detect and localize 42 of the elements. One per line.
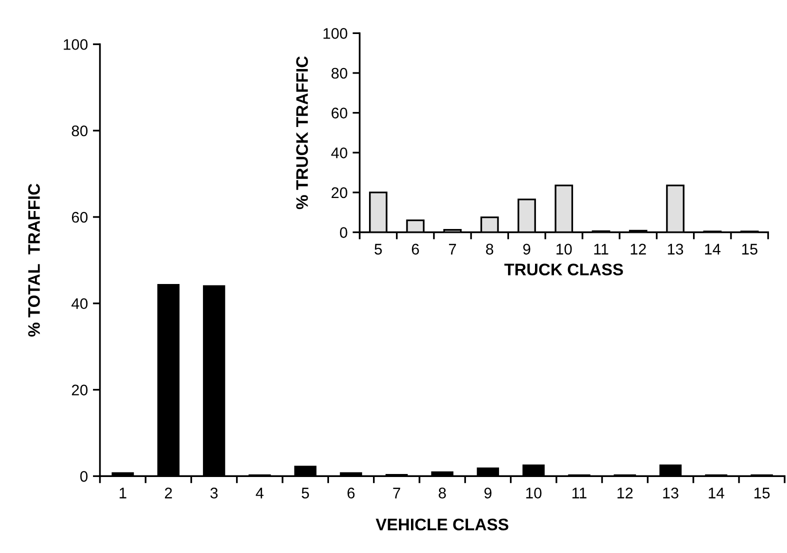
- y-tick-label: 20: [332, 187, 348, 198]
- x-axis-title: TRUCK CLASS: [504, 264, 623, 276]
- x-tick-label: 8: [486, 244, 494, 255]
- x-tick-label: 8: [438, 488, 446, 498]
- y-axis-title: % TOTAL TRAFFIC: [28, 184, 40, 337]
- x-tick-label: 7: [393, 488, 400, 498]
- x-tick-label: 2: [164, 488, 172, 498]
- x-tick-label: 9: [523, 244, 530, 255]
- x-tick-label: 10: [556, 244, 572, 255]
- x-tick-label: 14: [705, 244, 720, 254]
- x-tick-label: 11: [594, 244, 608, 254]
- x-tick-label: 9: [484, 488, 492, 498]
- x-tick-label: 13: [663, 488, 678, 498]
- y-tick-label: 0: [80, 471, 88, 482]
- y-tick-label: 20: [72, 384, 88, 396]
- x-tick-label: 12: [630, 244, 646, 254]
- x-axis-title: VEHICLE CLASS: [376, 518, 508, 530]
- y-tick-label: 100: [324, 28, 348, 39]
- x-tick-label: 10: [526, 488, 542, 498]
- x-tick-label: 12: [618, 488, 633, 498]
- x-tick-label: 6: [412, 244, 419, 255]
- x-tick-label: 14: [708, 488, 724, 498]
- x-tick-label: 15: [742, 244, 758, 255]
- y-tick-label: 40: [72, 298, 88, 310]
- x-tick-label: 5: [302, 488, 309, 498]
- y-tick-label: 100: [64, 39, 88, 50]
- y-tick-label: 60: [332, 108, 348, 118]
- x-tick-label: 11: [572, 488, 586, 498]
- x-tick-label: 15: [754, 488, 770, 498]
- y-tick-label: 80: [332, 68, 348, 79]
- y-tick-label: 60: [72, 212, 88, 223]
- x-tick-label: 5: [374, 244, 382, 255]
- y-tick-label: 40: [331, 147, 348, 158]
- y-axis-title: % TRUCK TRAFFIC: [296, 56, 308, 210]
- y-tick-label: 0: [340, 227, 348, 238]
- x-tick-label: 4: [256, 488, 264, 498]
- y-tick-label: 80: [72, 125, 88, 136]
- x-tick-label: 6: [348, 488, 355, 498]
- x-tick-label: 7: [449, 244, 456, 254]
- x-tick-label: 13: [668, 244, 684, 255]
- x-tick-label: 1: [120, 488, 126, 498]
- x-tick-label: 3: [210, 488, 218, 498]
